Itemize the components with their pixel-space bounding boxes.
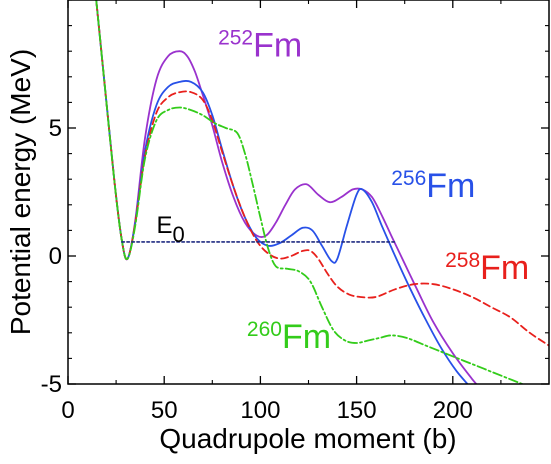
y-axis-title: Potential energy (MeV) bbox=[5, 49, 36, 335]
x-tick-label: 0 bbox=[61, 397, 74, 424]
label-e0: E0 bbox=[157, 212, 185, 247]
y-tick-label: 5 bbox=[49, 115, 62, 142]
label-260-element: Fm bbox=[282, 318, 331, 356]
label-258-mass: 258 bbox=[445, 249, 480, 272]
x-tick-label: 50 bbox=[151, 397, 178, 424]
label-258: 258Fm bbox=[445, 249, 529, 287]
label-260-mass: 260 bbox=[247, 318, 282, 341]
label-252-mass: 252 bbox=[218, 26, 253, 49]
ticks-layer: 0 50 100 150 200-505 bbox=[41, 0, 549, 424]
series-line-260fm bbox=[95, 0, 525, 384]
label-252: 252Fm bbox=[218, 26, 302, 64]
y-tick-label: 0 bbox=[49, 243, 62, 270]
label-252-element: Fm bbox=[253, 26, 302, 64]
x-tick-label: 200 bbox=[433, 397, 473, 424]
label-256-mass: 256 bbox=[391, 167, 426, 190]
label-e0-main: E bbox=[157, 212, 173, 239]
x-tick-label: 150 bbox=[337, 397, 377, 424]
label-256-element: Fm bbox=[426, 167, 475, 205]
series-layer bbox=[95, 0, 549, 384]
label-256: 256Fm bbox=[391, 167, 475, 205]
x-axis-title: Quadrupole moment (b) bbox=[159, 423, 456, 454]
y-tick-label: -5 bbox=[41, 371, 62, 398]
label-e0-sub: 0 bbox=[173, 222, 185, 247]
label-258-element: Fm bbox=[480, 249, 529, 287]
label-260: 260Fm bbox=[247, 318, 331, 356]
x-tick-label: 100 bbox=[240, 397, 280, 424]
